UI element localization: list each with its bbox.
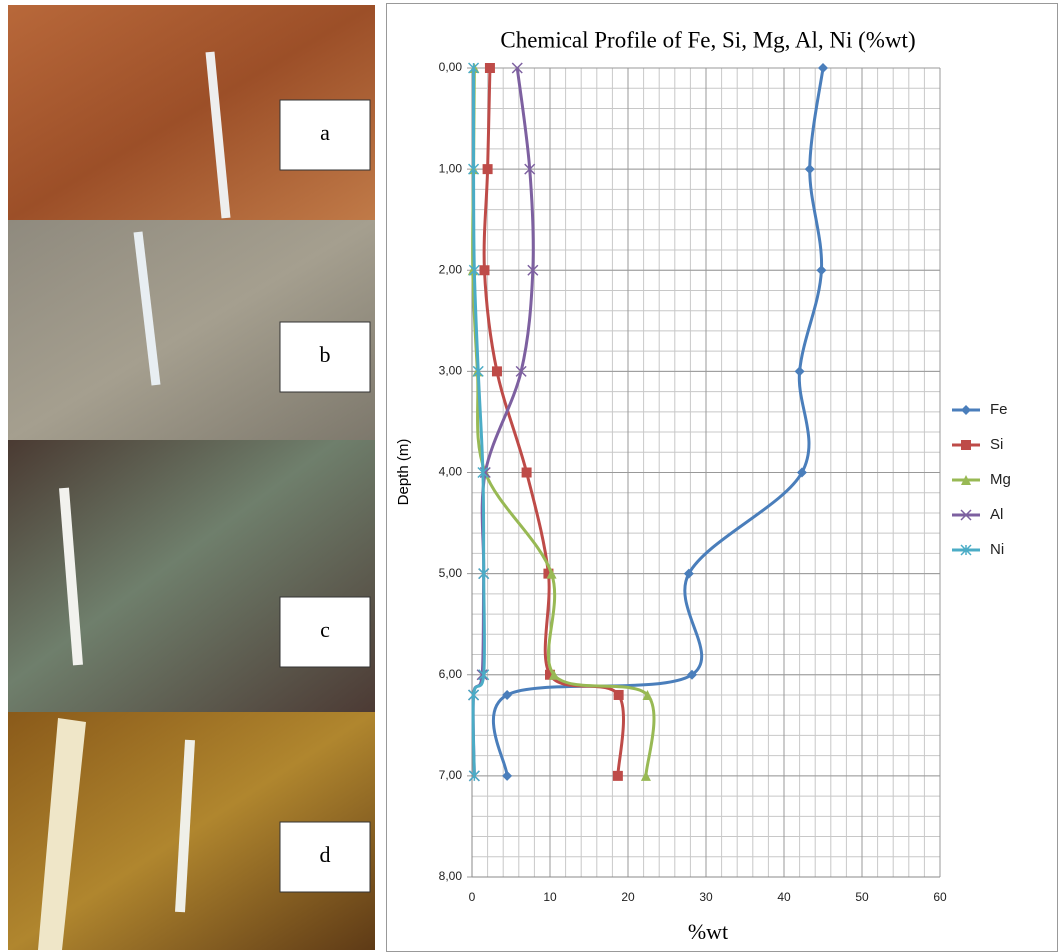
x-tick-label: 50: [855, 890, 869, 904]
y-tick-label: 1,00: [439, 161, 463, 175]
legend-label: Si: [990, 436, 1003, 453]
marker: [613, 771, 623, 781]
y-tick-label: 7,00: [439, 768, 463, 782]
legend-label: Fe: [990, 401, 1008, 418]
photo-label: d: [320, 842, 331, 867]
x-tick-label: 60: [933, 890, 947, 904]
y-tick-label: 0,00: [439, 60, 463, 74]
marker: [483, 164, 493, 174]
chart-title: Chemical Profile of Fe, Si, Mg, Al, Ni (…: [500, 27, 915, 52]
page: a b c d Chemical Profile of Fe, Si, Mg, …: [0, 0, 1058, 952]
marker: [492, 366, 502, 376]
marker: [614, 690, 624, 700]
photo-label: a: [320, 120, 330, 145]
x-axis-label: %wt: [688, 919, 728, 944]
marker: [485, 63, 495, 73]
x-tick-label: 40: [777, 890, 791, 904]
photo-column: a b c d: [8, 5, 375, 950]
legend-label: Ni: [990, 541, 1004, 558]
legend-label: Al: [990, 506, 1003, 523]
y-tick-label: 8,00: [439, 869, 463, 883]
marker: [479, 265, 489, 275]
y-tick-label: 6,00: [439, 667, 463, 681]
x-tick-label: 30: [699, 890, 713, 904]
x-tick-label: 20: [621, 890, 635, 904]
photo-label: b: [320, 342, 331, 367]
x-tick-label: 10: [543, 890, 557, 904]
photo: [8, 440, 375, 712]
legend-label: Mg: [990, 471, 1011, 488]
y-axis-label: Depth (m): [395, 439, 412, 506]
x-tick-label: 0: [469, 890, 476, 904]
photo-label: c: [320, 617, 330, 642]
y-tick-label: 5,00: [439, 566, 463, 580]
y-tick-label: 2,00: [439, 262, 463, 276]
y-tick-label: 4,00: [439, 465, 463, 479]
marker: [522, 468, 532, 478]
y-tick-label: 3,00: [439, 364, 463, 378]
marker: [961, 440, 971, 450]
